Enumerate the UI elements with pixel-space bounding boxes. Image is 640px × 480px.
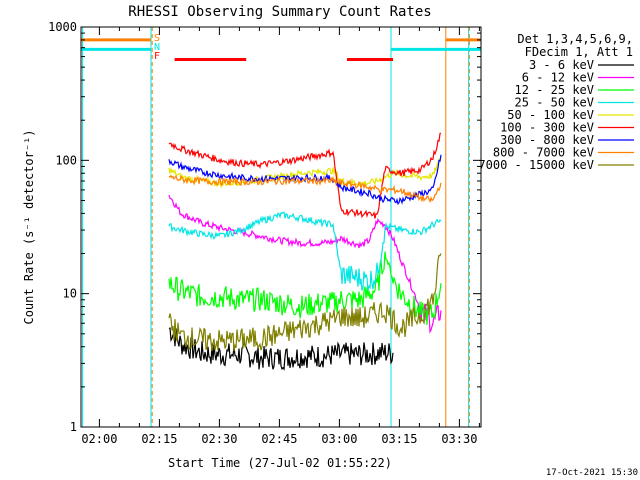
plot-area: SNF bbox=[81, 27, 481, 427]
legend-header-2: FDecim 1, Att 1 bbox=[525, 45, 633, 59]
x-tick-label-0: 02:00 bbox=[81, 432, 117, 446]
y-axis-label: Count Rate (s⁻¹ detector⁻¹) bbox=[22, 129, 36, 324]
y-tick-label-2: 100 bbox=[55, 153, 77, 167]
series-line-5 bbox=[168, 132, 442, 219]
series-line-2 bbox=[168, 251, 442, 325]
series-line-6 bbox=[168, 154, 442, 206]
flag-letter-F: F bbox=[154, 51, 160, 62]
x-tick-label-2: 02:30 bbox=[201, 432, 237, 446]
chart-title: RHESSI Observing Summary Count Rates bbox=[128, 4, 431, 20]
plot-frame bbox=[80, 26, 482, 428]
series-line-8 bbox=[168, 253, 442, 352]
x-axis-label: Start Time (27-Jul-02 01:55:22) bbox=[168, 456, 392, 470]
y-axis: 1 10 100 1000 bbox=[48, 20, 481, 434]
x-tick-label-3: 02:45 bbox=[261, 432, 297, 446]
x-tick-label-4: 03:00 bbox=[321, 432, 357, 446]
legend: Det 1,3,4,5,6,9, FDecim 1, Att 1 3 - 6 k… bbox=[478, 32, 634, 172]
y-tick-label-3: 1000 bbox=[48, 20, 77, 34]
legend-label-0: 3 - 6 keV bbox=[529, 58, 594, 72]
legend-label-5: 100 - 300 keV bbox=[500, 121, 594, 135]
x-axis: 02:00 02:15 02:30 02:45 03:00 03:15 03:30 bbox=[81, 27, 480, 446]
series-line-7 bbox=[168, 174, 442, 204]
flag-letter-N: N bbox=[154, 42, 160, 53]
legend-label-1: 6 - 12 keV bbox=[522, 71, 594, 85]
series-line-1 bbox=[168, 194, 442, 334]
legend-label-8: 7000 - 15000 keV bbox=[478, 158, 594, 172]
footer-timestamp: 17-Oct-2021 15:30 bbox=[546, 468, 638, 478]
series-line-3 bbox=[168, 211, 442, 291]
x-tick-label-1: 02:15 bbox=[141, 432, 177, 446]
y-tick-label-1: 10 bbox=[63, 287, 77, 301]
legend-label-7: 800 - 7000 keV bbox=[493, 146, 594, 160]
legend-label-2: 12 - 25 keV bbox=[515, 83, 594, 97]
series-line-0 bbox=[168, 327, 394, 371]
legend-label-6: 300 - 800 keV bbox=[500, 133, 594, 147]
x-tick-label-5: 03:15 bbox=[381, 432, 417, 446]
legend-header-1: Det 1,3,4,5,6,9, bbox=[517, 32, 633, 46]
legend-label-4: 50 - 100 keV bbox=[507, 108, 594, 122]
x-tick-label-6: 03:30 bbox=[441, 432, 477, 446]
y-tick-label-0: 1 bbox=[70, 420, 77, 434]
flag-letter-S: S bbox=[154, 33, 160, 44]
legend-label-3: 25 - 50 keV bbox=[515, 96, 594, 110]
